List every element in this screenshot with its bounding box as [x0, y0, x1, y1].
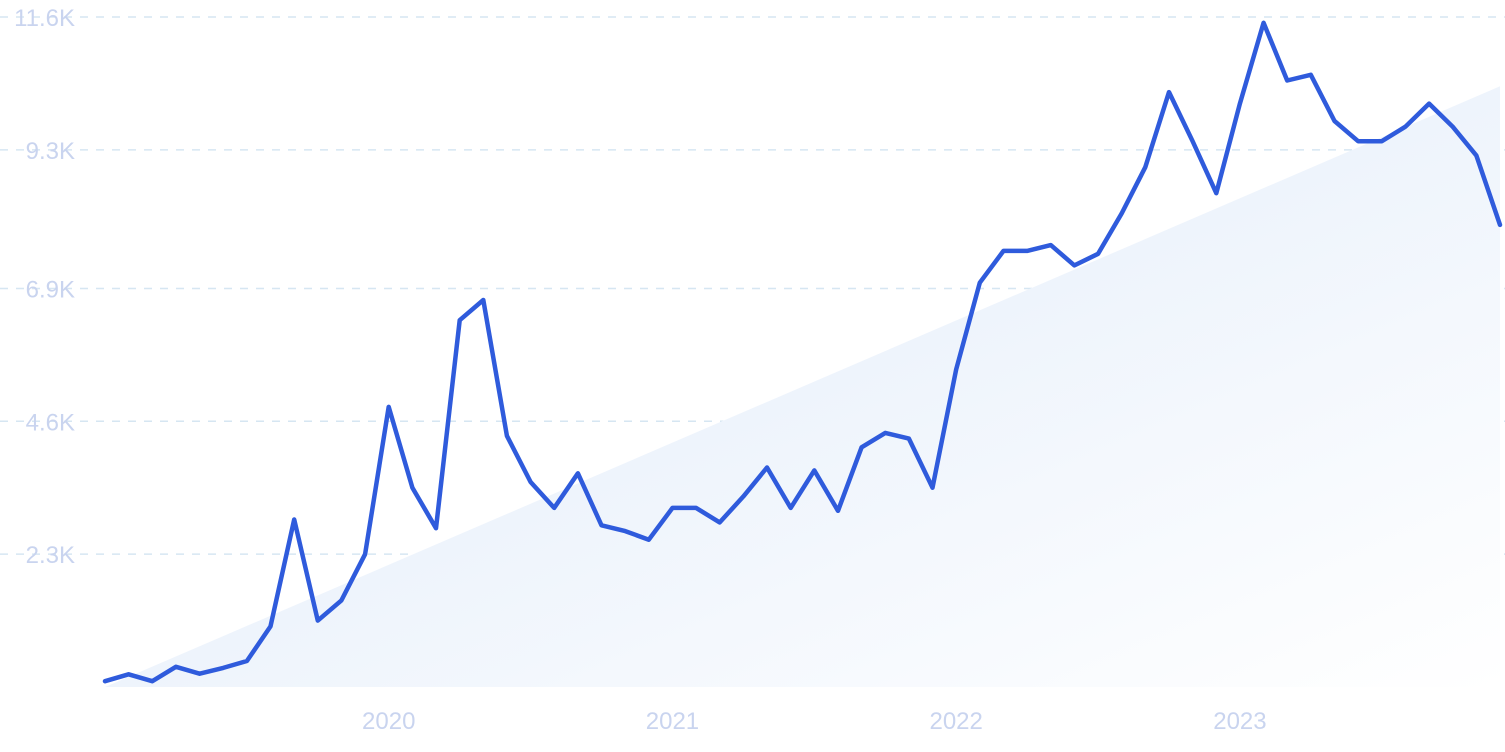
x-tick-label: 2021	[646, 708, 699, 735]
data-point	[1262, 21, 1266, 25]
data-point	[245, 659, 249, 663]
data-point	[954, 367, 958, 371]
x-tick-label: 2020	[362, 708, 415, 735]
data-point	[789, 506, 793, 510]
data-point	[907, 437, 911, 441]
data-point	[1120, 211, 1124, 215]
data-point	[576, 471, 580, 475]
data-point	[1356, 139, 1360, 143]
data-point	[883, 431, 887, 435]
data-point	[978, 281, 982, 285]
data-point	[1072, 263, 1076, 267]
data-point	[174, 665, 178, 669]
data-point	[1191, 139, 1195, 143]
data-point	[860, 445, 864, 449]
data-point	[363, 552, 367, 556]
data-point	[1403, 125, 1407, 129]
data-point	[1002, 249, 1005, 253]
data-point	[292, 518, 296, 521]
data-point	[387, 405, 391, 409]
data-point	[741, 494, 745, 498]
data-point	[481, 298, 485, 302]
data-point	[1498, 223, 1502, 227]
data-point	[1380, 139, 1384, 143]
y-tick-label: 4.6K	[26, 409, 75, 436]
y-axis: 2.3K 4.6K 6.9K 9.3K 11.6K	[14, 5, 75, 569]
data-point	[1238, 102, 1242, 106]
trend-fill-area	[105, 86, 1500, 687]
data-point	[1143, 165, 1147, 169]
data-point	[552, 506, 556, 510]
data-point	[458, 318, 462, 322]
data-point	[1049, 243, 1053, 247]
data-point	[505, 434, 509, 438]
data-point	[600, 523, 603, 527]
data-point	[127, 672, 131, 676]
data-point	[836, 509, 840, 513]
data-point	[931, 486, 934, 490]
data-point	[198, 672, 202, 676]
data-point	[410, 486, 414, 490]
data-point	[221, 666, 225, 670]
data-point	[1451, 125, 1455, 129]
data-point	[150, 679, 154, 683]
trend-area	[105, 86, 1500, 687]
x-tick-label: 2022	[929, 708, 982, 735]
data-point	[1285, 79, 1289, 82]
data-point	[529, 480, 533, 484]
data-point	[765, 466, 769, 469]
data-point	[339, 598, 343, 602]
data-point	[694, 506, 698, 510]
data-point	[1309, 73, 1313, 77]
data-point	[671, 506, 674, 510]
data-point	[103, 679, 107, 683]
y-tick-label: 6.9K	[26, 276, 75, 303]
series-line-group	[102, 20, 1503, 684]
data-point	[1474, 154, 1478, 158]
x-tick-label: 2023	[1213, 708, 1266, 735]
y-tick-label: 9.3K	[26, 138, 75, 165]
data-point	[623, 529, 627, 533]
data-point	[1214, 191, 1218, 195]
y-tick-label: 2.3K	[26, 542, 75, 569]
data-point	[718, 520, 722, 524]
series-line	[102, 20, 1503, 684]
data-point	[812, 468, 816, 472]
data-point	[1427, 102, 1431, 106]
data-point	[434, 526, 438, 530]
data-point	[1096, 252, 1100, 256]
data-point	[269, 624, 272, 628]
data-point	[647, 538, 651, 542]
data-point	[1333, 119, 1336, 123]
data-point	[1025, 249, 1029, 253]
data-point	[1167, 90, 1171, 94]
x-axis: 2020 2021 2022 2023	[362, 708, 1267, 735]
y-tick-label: 11.6K	[14, 5, 75, 32]
data-point	[316, 619, 320, 623]
